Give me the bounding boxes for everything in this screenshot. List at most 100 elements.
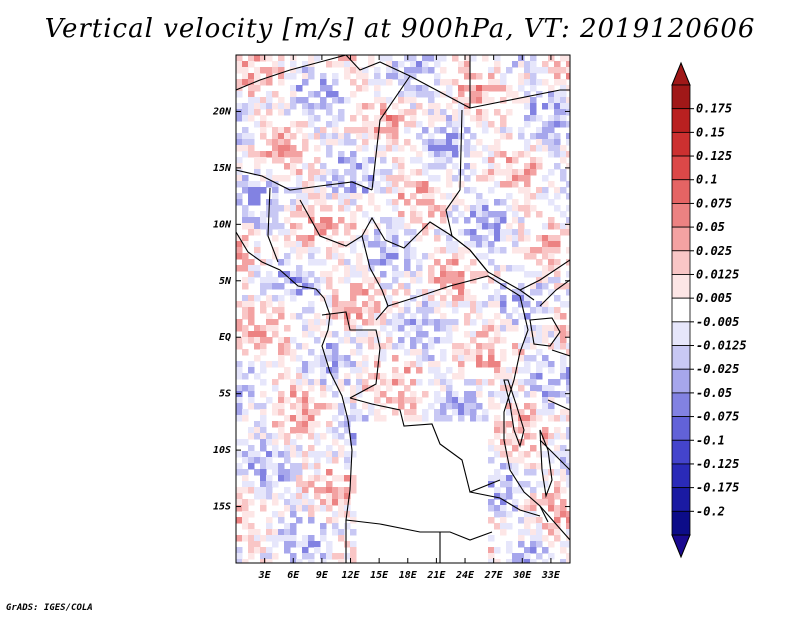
field-cell: [248, 451, 255, 458]
field-cell: [416, 271, 423, 278]
field-cell: [308, 541, 315, 548]
field-cell: [266, 91, 273, 98]
field-cell: [488, 337, 495, 344]
field-cell: [350, 439, 357, 446]
field-cell: [374, 97, 381, 104]
field-cell: [470, 355, 477, 362]
colorbar-band: [671, 297, 691, 323]
field-cell: [524, 175, 531, 182]
field-cell: [398, 97, 405, 104]
field-cell: [518, 535, 525, 542]
field-cell: [488, 499, 495, 506]
field-cell: [566, 349, 570, 356]
field-cell: [536, 367, 543, 374]
field-cell: [410, 319, 417, 326]
field-cell: [476, 253, 483, 260]
field-cell: [446, 211, 453, 218]
field-cell: [560, 97, 567, 104]
field-cell: [236, 247, 243, 254]
field-cell: [308, 73, 315, 80]
field-cell: [536, 259, 543, 266]
field-cell: [302, 343, 309, 350]
field-cell: [530, 433, 537, 440]
field-cell: [344, 67, 351, 74]
field-cell: [494, 247, 501, 254]
field-cell: [254, 181, 261, 188]
field-cell: [296, 469, 303, 476]
field-cell: [452, 295, 459, 302]
field-cell: [338, 433, 345, 440]
field-cell: [506, 403, 513, 410]
field-cell: [302, 457, 309, 464]
field-cell: [542, 361, 549, 368]
field-cell: [308, 409, 315, 416]
field-cell: [380, 391, 387, 398]
field-cell: [524, 469, 531, 476]
field-cell: [512, 235, 519, 242]
field-cell: [236, 385, 243, 392]
field-cell: [296, 505, 303, 512]
field-cell: [278, 397, 285, 404]
field-cell: [332, 301, 339, 308]
field-cell: [524, 295, 531, 302]
field-cell: [248, 403, 255, 410]
field-cell: [248, 271, 255, 278]
field-cell: [392, 115, 399, 122]
field-cell: [428, 367, 435, 374]
field-cell: [374, 235, 381, 242]
field-cell: [326, 349, 333, 356]
field-cell: [320, 535, 327, 542]
field-cell: [260, 391, 267, 398]
field-cell: [566, 217, 570, 224]
field-cell: [236, 397, 243, 404]
field-cell: [278, 517, 285, 524]
field-cell: [278, 433, 285, 440]
field-cell: [386, 175, 393, 182]
field-cell: [530, 205, 537, 212]
field-cell: [566, 463, 570, 470]
field-cell: [302, 241, 309, 248]
field-cell: [548, 103, 555, 110]
field-cell: [518, 235, 525, 242]
field-cell: [566, 373, 570, 380]
field-cell: [398, 379, 405, 386]
field-cell: [350, 91, 357, 98]
field-cell: [566, 541, 570, 548]
field-cell: [524, 193, 531, 200]
field-cell: [422, 355, 429, 362]
field-cell: [254, 247, 261, 254]
field-cell: [338, 175, 345, 182]
field-cell: [506, 457, 513, 464]
field-cell: [242, 73, 249, 80]
colorbar: 0.1750.150.1250.10.0750.050.0250.01250.0…: [671, 61, 747, 559]
field-cell: [440, 379, 447, 386]
colorbar-band: [671, 321, 691, 346]
field-cell: [446, 151, 453, 158]
field-cell: [254, 79, 261, 86]
field-cell: [338, 181, 345, 188]
field-cell: [404, 271, 411, 278]
field-cell: [374, 127, 381, 134]
field-cell: [338, 97, 345, 104]
field-cell: [248, 385, 255, 392]
field-cell: [512, 505, 519, 512]
field-cell: [440, 295, 447, 302]
field-cell: [242, 439, 249, 446]
field-cell: [500, 133, 507, 140]
field-cell: [332, 187, 339, 194]
field-cell: [506, 67, 513, 74]
field-cell: [314, 541, 321, 548]
field-cell: [500, 451, 507, 458]
field-cell: [242, 79, 249, 86]
field-cell: [518, 355, 525, 362]
field-cell: [362, 139, 369, 146]
field-cell: [482, 211, 489, 218]
field-cell: [500, 427, 507, 434]
lat-label: 15S: [213, 502, 231, 513]
field-cell: [542, 331, 549, 338]
field-cell: [500, 439, 507, 446]
field-cell: [242, 217, 249, 224]
field-cell: [416, 181, 423, 188]
field-cell: [326, 295, 333, 302]
field-cell: [494, 391, 501, 398]
